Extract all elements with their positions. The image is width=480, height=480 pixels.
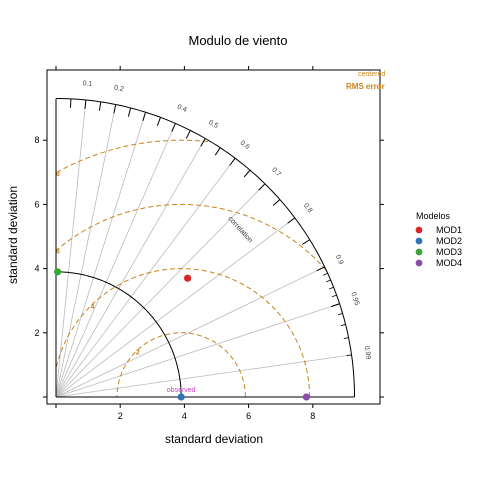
legend-label: MOD4: [436, 258, 462, 268]
correlation-minor-tick: [340, 324, 346, 326]
correlation-minor-tick: [323, 272, 328, 276]
rms-contour: [116, 332, 246, 397]
outer-sd-arc: [56, 98, 355, 397]
correlation-tick: [113, 104, 117, 114]
correlation-minor-tick: [331, 294, 337, 298]
correlation-tick: [316, 266, 325, 272]
correlation-line: [55, 112, 146, 398]
model-point-mod3: [54, 268, 62, 276]
model-points: observed: [54, 268, 310, 401]
correlation-grid: [55, 99, 352, 398]
legend-marker: [415, 226, 423, 234]
rms-contour-label: 8: [56, 171, 60, 178]
correlation-tick: [98, 101, 102, 111]
correlation-tick: [84, 99, 87, 109]
correlation-tick-label: 0.4: [176, 104, 188, 114]
correlation-tick-label: 0.2: [113, 84, 124, 93]
x-axis-label: standard deviation: [165, 432, 263, 446]
correlation-minor-tick: [326, 279, 331, 283]
correlation-tick-label: 0.99: [363, 345, 372, 360]
correlation-tick: [229, 157, 236, 166]
correlation-line: [55, 303, 340, 398]
correlation-tick: [156, 117, 161, 126]
correlation-tick: [258, 183, 266, 191]
rms-legend-top: centered: [358, 71, 385, 78]
legend-marker: [415, 259, 423, 267]
axes: 2 4 6 8 2 4 6 8: [34, 66, 384, 421]
model-point-mod2: [177, 393, 185, 401]
correlation-axis-title: correlation: [226, 215, 253, 244]
model-point-mod4: [302, 393, 310, 401]
correlation-tick-label: 0.7: [270, 167, 282, 179]
correlation-line: [55, 99, 87, 398]
correlation-tick: [214, 147, 221, 156]
correlation-line: [55, 217, 296, 398]
reference-sd-arc: [56, 271, 182, 397]
correlation-line: [55, 104, 117, 398]
x-tick-label: 4: [182, 411, 187, 421]
rms-contour: [55, 203, 327, 271]
correlation-tick-label: 0.95: [349, 291, 360, 306]
correlation-tick-label: 0.8: [302, 202, 314, 214]
y-tick-label: 6: [34, 199, 39, 209]
correlation-minor-tick: [343, 337, 349, 339]
correlation-minor-tick: [337, 313, 343, 316]
x-tick-label: 6: [246, 411, 251, 421]
correlation-tick: [171, 123, 176, 132]
correlation-tick: [301, 239, 311, 245]
x-tick-label: 8: [310, 411, 315, 421]
correlation-tick: [142, 112, 147, 121]
rms-contour: [55, 268, 311, 397]
legend-label: MOD2: [436, 236, 462, 246]
rms-contours: 2 4 6 8: [55, 139, 327, 397]
correlation-tick: [185, 130, 191, 139]
y-tick-label: 2: [34, 328, 39, 338]
correlation-minor-tick: [346, 354, 352, 356]
rms-contour-label: 6: [56, 249, 60, 256]
correlation-tick: [127, 107, 132, 117]
observed-label: observed: [167, 387, 196, 394]
chart-title: Modulo de viento: [188, 33, 287, 48]
y-tick-label: 8: [34, 135, 39, 145]
plot-frame: [46, 69, 381, 405]
correlation-tick-label: 0.6: [239, 140, 251, 152]
correlation-line: [55, 266, 325, 398]
correlation-minor-tick: [334, 303, 340, 306]
correlation-tick: [200, 138, 206, 147]
legend-title: Modelos: [416, 211, 451, 221]
legend-label: MOD1: [436, 225, 462, 235]
legend-label: MOD3: [436, 247, 462, 257]
correlation-line: [55, 123, 176, 398]
correlation-line: [55, 157, 236, 398]
rms-legend-bottom: RMS error: [346, 82, 385, 91]
sd-arcs: 0.1 0.2 0.4 0.5 0.6 0.7 0.8 0.9 0.95 0.99 correlat…: [56, 80, 372, 397]
correlation-line: [55, 354, 352, 398]
model-point-mod1: [184, 274, 192, 282]
rms-contour: [58, 139, 209, 172]
y-axis-label: standard deviation: [6, 186, 20, 284]
x-tick-label: 2: [118, 411, 123, 421]
correlation-tick: [287, 217, 296, 224]
correlation-tick: [272, 199, 281, 206]
correlation-tick-label: 0.9: [334, 254, 345, 266]
correlation-tick: [243, 169, 251, 178]
correlation-line: [55, 138, 206, 398]
correlation-line: [55, 183, 266, 398]
correlation-tick-label: 0.5: [207, 119, 219, 130]
rms-contour-label: 4: [90, 304, 94, 311]
legend-marker: [415, 248, 423, 256]
y-tick-label: 4: [34, 264, 39, 274]
correlation-minor-tick: [329, 286, 334, 290]
correlation-tick-label: 0.1: [82, 80, 92, 88]
rms-contour-label: 2: [136, 350, 140, 357]
legend-marker: [415, 237, 423, 245]
